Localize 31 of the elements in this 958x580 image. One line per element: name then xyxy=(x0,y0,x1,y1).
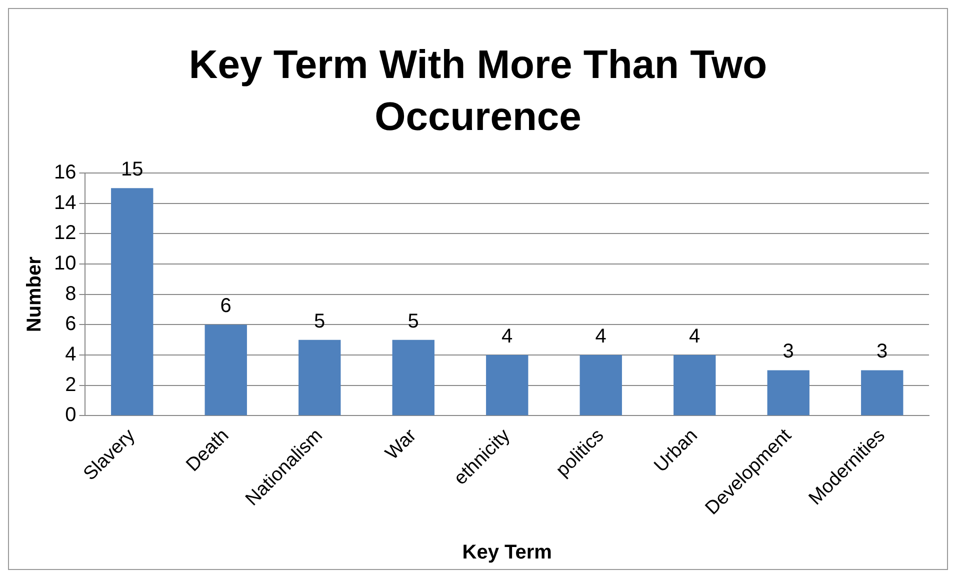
data-label: 4 xyxy=(689,326,700,348)
chart-title: Key Term With More Than Two Occurence xyxy=(188,42,768,141)
bar xyxy=(861,370,904,416)
bar xyxy=(767,370,810,416)
bar xyxy=(580,355,622,416)
data-label: 5 xyxy=(314,310,326,332)
y-tick-label: 16 xyxy=(54,162,76,184)
data-label: 5 xyxy=(408,310,419,332)
x-tick-label: War xyxy=(382,424,422,464)
data-label: 4 xyxy=(595,326,606,348)
data-label: 3 xyxy=(782,340,794,363)
y-tick-label: 2 xyxy=(65,374,76,396)
y-tick-label: 12 xyxy=(54,222,76,244)
bar xyxy=(392,340,434,416)
y-axis-title: Number xyxy=(24,256,46,332)
bar xyxy=(486,355,528,416)
data-label: 6 xyxy=(220,295,232,318)
bar xyxy=(674,355,716,416)
data-label: 15 xyxy=(120,158,144,181)
y-tick-label: 6 xyxy=(65,313,76,336)
data-label: 3 xyxy=(876,340,888,363)
x-axis-title: Key Term xyxy=(462,542,552,564)
y-tick-label: 8 xyxy=(65,282,76,305)
bar xyxy=(298,340,341,416)
y-tick-label: 4 xyxy=(65,344,76,366)
bar xyxy=(111,188,154,416)
bar xyxy=(204,324,247,416)
y-tick-label: 0 xyxy=(65,404,76,426)
y-tick-label: 14 xyxy=(54,192,76,214)
y-tick-label: 10 xyxy=(54,252,76,275)
data-label: 4 xyxy=(502,326,513,348)
